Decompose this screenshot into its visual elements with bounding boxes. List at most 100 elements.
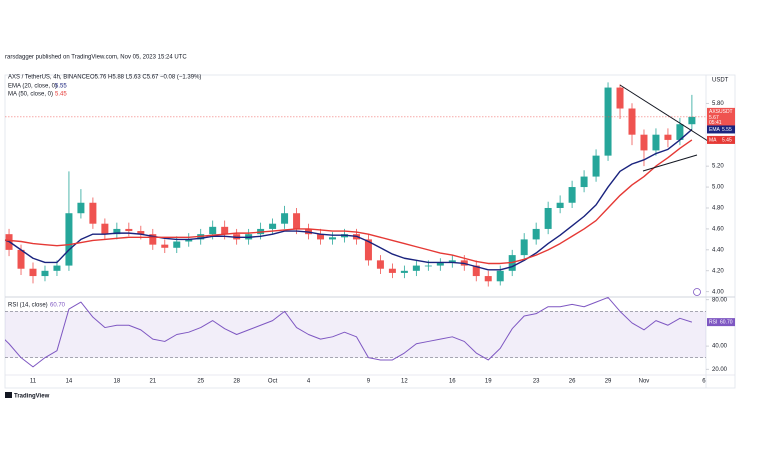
candle-body	[376, 260, 384, 269]
candle-body	[209, 226, 217, 235]
trendline-upper	[619, 84, 709, 142]
candle-body	[472, 265, 480, 277]
rsi-tag-value: 60.70	[720, 319, 733, 325]
y-tick-label: 4.20	[712, 268, 724, 274]
trendline-lower	[642, 154, 698, 172]
series-tag-value: 5.55	[722, 127, 732, 133]
price-pane	[0, 82, 696, 287]
rsi-tag	[707, 318, 735, 327]
candle-body	[436, 262, 444, 266]
candle-body	[496, 270, 504, 282]
series-tag	[707, 125, 735, 134]
candle-body	[149, 234, 157, 245]
x-tick-label: 16	[449, 379, 456, 385]
legend-value: 5.45	[55, 92, 67, 98]
brand: TradingView	[5, 392, 50, 400]
candle-body	[329, 237, 336, 240]
candle-body	[628, 108, 636, 135]
line-series	[5, 297, 693, 368]
candle-body	[532, 228, 540, 240]
x-tick-label: 28	[233, 379, 240, 385]
x-tick-label: 25	[197, 379, 204, 385]
y-tick-label: 4.60	[712, 227, 724, 233]
x-tick-label: 11	[30, 379, 37, 385]
y-tick-label: 40.00	[712, 344, 728, 350]
candle-body	[580, 176, 588, 188]
candle-body	[17, 249, 25, 269]
candle-body	[400, 270, 408, 273]
brand-name: TradingView	[14, 394, 50, 400]
candle-body	[269, 223, 277, 229]
x-tick-label: 6	[702, 379, 706, 385]
candle-body	[101, 223, 109, 235]
x-tick-label: 9	[367, 379, 371, 385]
candle-body	[317, 234, 325, 240]
candle-body	[185, 239, 193, 242]
y-tick-label: 5.20	[712, 164, 724, 170]
series-tag-name: EMA	[709, 127, 721, 133]
rsi-legend-value: 60.70	[50, 303, 66, 309]
brand-logo	[5, 392, 12, 398]
symbol-title: AXS / TetherUS, 4h, BINANCE	[8, 75, 90, 81]
line-series	[5, 128, 693, 271]
candle-body	[77, 202, 85, 214]
candle-body	[544, 207, 552, 229]
event-icon[interactable]	[693, 288, 701, 296]
series-tag	[707, 135, 735, 144]
candle-body	[616, 87, 624, 109]
candle-body	[29, 268, 37, 277]
y-tick-label: 20.00	[712, 367, 728, 373]
candle-body	[293, 213, 301, 229]
candle-body	[137, 231, 145, 235]
price-tag	[707, 107, 735, 126]
candle-body	[604, 87, 612, 156]
x-tick-label: 14	[66, 379, 73, 385]
candle-body	[520, 239, 528, 256]
y-tick-label: 4.80	[712, 206, 724, 212]
candle-body	[41, 270, 49, 277]
rsi-pane	[5, 297, 706, 368]
x-tick-label: 12	[401, 379, 408, 385]
x-tick-label: 21	[149, 379, 156, 385]
candle-body	[412, 265, 420, 271]
x-tick-label: 26	[569, 379, 576, 385]
candle-body	[221, 226, 229, 235]
candle-body	[640, 134, 648, 151]
candle-body	[0, 231, 1, 234]
legend-name: MA (50, close, 0)	[8, 92, 53, 98]
x-tick-label: 23	[533, 379, 540, 385]
legend-value: 5.55	[55, 84, 67, 90]
line-series	[5, 139, 693, 265]
candle-body	[89, 202, 97, 224]
series-tag-value: 5.45	[722, 137, 732, 143]
currency-label: USDT	[712, 78, 729, 84]
candle-body	[592, 155, 600, 177]
candle-body	[173, 241, 181, 248]
candle-body	[676, 124, 684, 140]
y-tick-label: 5.00	[712, 185, 724, 191]
price-tag-price: 5.67	[709, 115, 719, 121]
candle-body	[568, 187, 576, 203]
y-tick-label: 5.80	[712, 101, 724, 107]
y-tick-label: 4.40	[712, 247, 724, 253]
candle-body	[484, 276, 492, 282]
rsi-legend-name: RSI (14, close)	[8, 303, 48, 309]
price-tag-countdown: 05:41	[709, 120, 722, 126]
chart-frame	[4, 74, 736, 389]
candle-body	[53, 265, 61, 271]
x-tick-label: 19	[485, 379, 492, 385]
candle-body	[652, 134, 660, 151]
candle-body	[556, 202, 564, 208]
candle-body	[364, 239, 372, 261]
x-tick-label: 4	[307, 379, 311, 385]
candle-body	[113, 228, 121, 235]
rsi-band	[5, 311, 706, 358]
price-tag-symbol: AXSUSDT	[709, 109, 733, 115]
legend-name: EMA (20, close, 0)	[8, 84, 57, 90]
ohlc-legend: O5.76 H5.88 L5.63 C5.67 −0.08 (−1.39%)	[90, 75, 201, 81]
x-tick-label: 18	[114, 379, 121, 385]
candle-body	[388, 268, 396, 273]
y-tick-label: 80.00	[712, 297, 728, 303]
x-tick-label: 29	[605, 379, 612, 385]
